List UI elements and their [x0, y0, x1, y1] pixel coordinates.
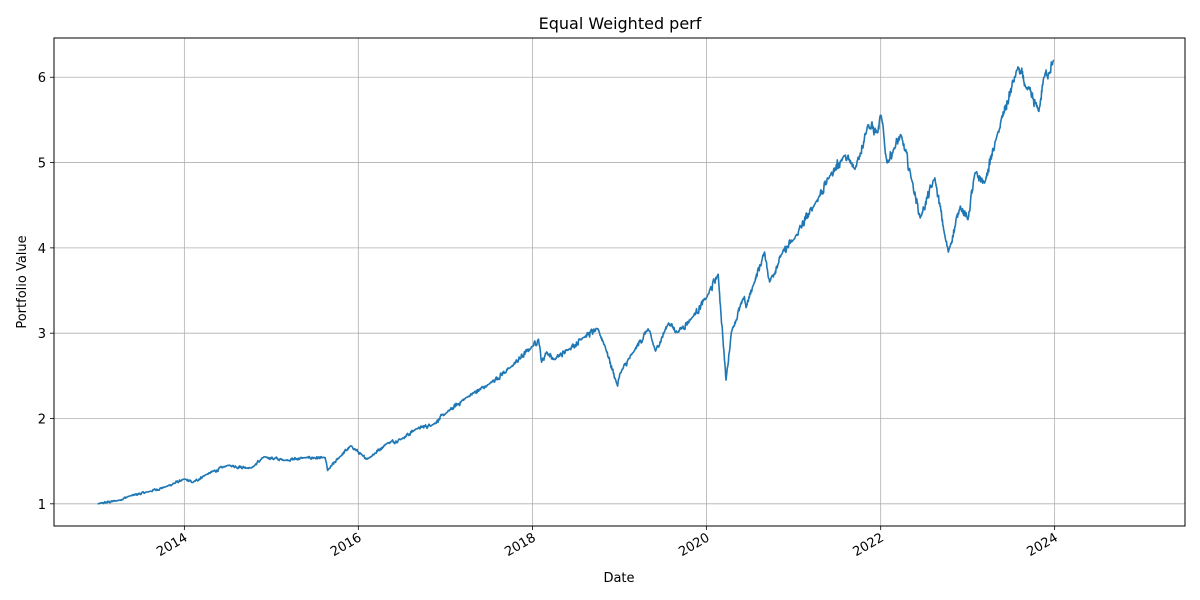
y-axis-label: Portfolio Value [15, 235, 30, 328]
y-tick-label: 1 [38, 498, 46, 513]
x-axis-label: Date [603, 571, 634, 586]
grid-lines [54, 38, 1185, 526]
y-tick-label: 2 [38, 413, 46, 428]
y-tick-label: 4 [38, 242, 46, 257]
y-tick-label: 6 [38, 71, 46, 86]
y-tick-label: 3 [38, 327, 46, 342]
plot-frame [53, 37, 1186, 527]
y-axis: 1 2 3 4 5 6 [38, 71, 54, 513]
y-tick-label: 5 [38, 157, 46, 172]
portfolio-value-line [97, 59, 1055, 505]
series-layer [97, 59, 1055, 505]
chart-title: Equal Weighted perf [539, 14, 702, 33]
